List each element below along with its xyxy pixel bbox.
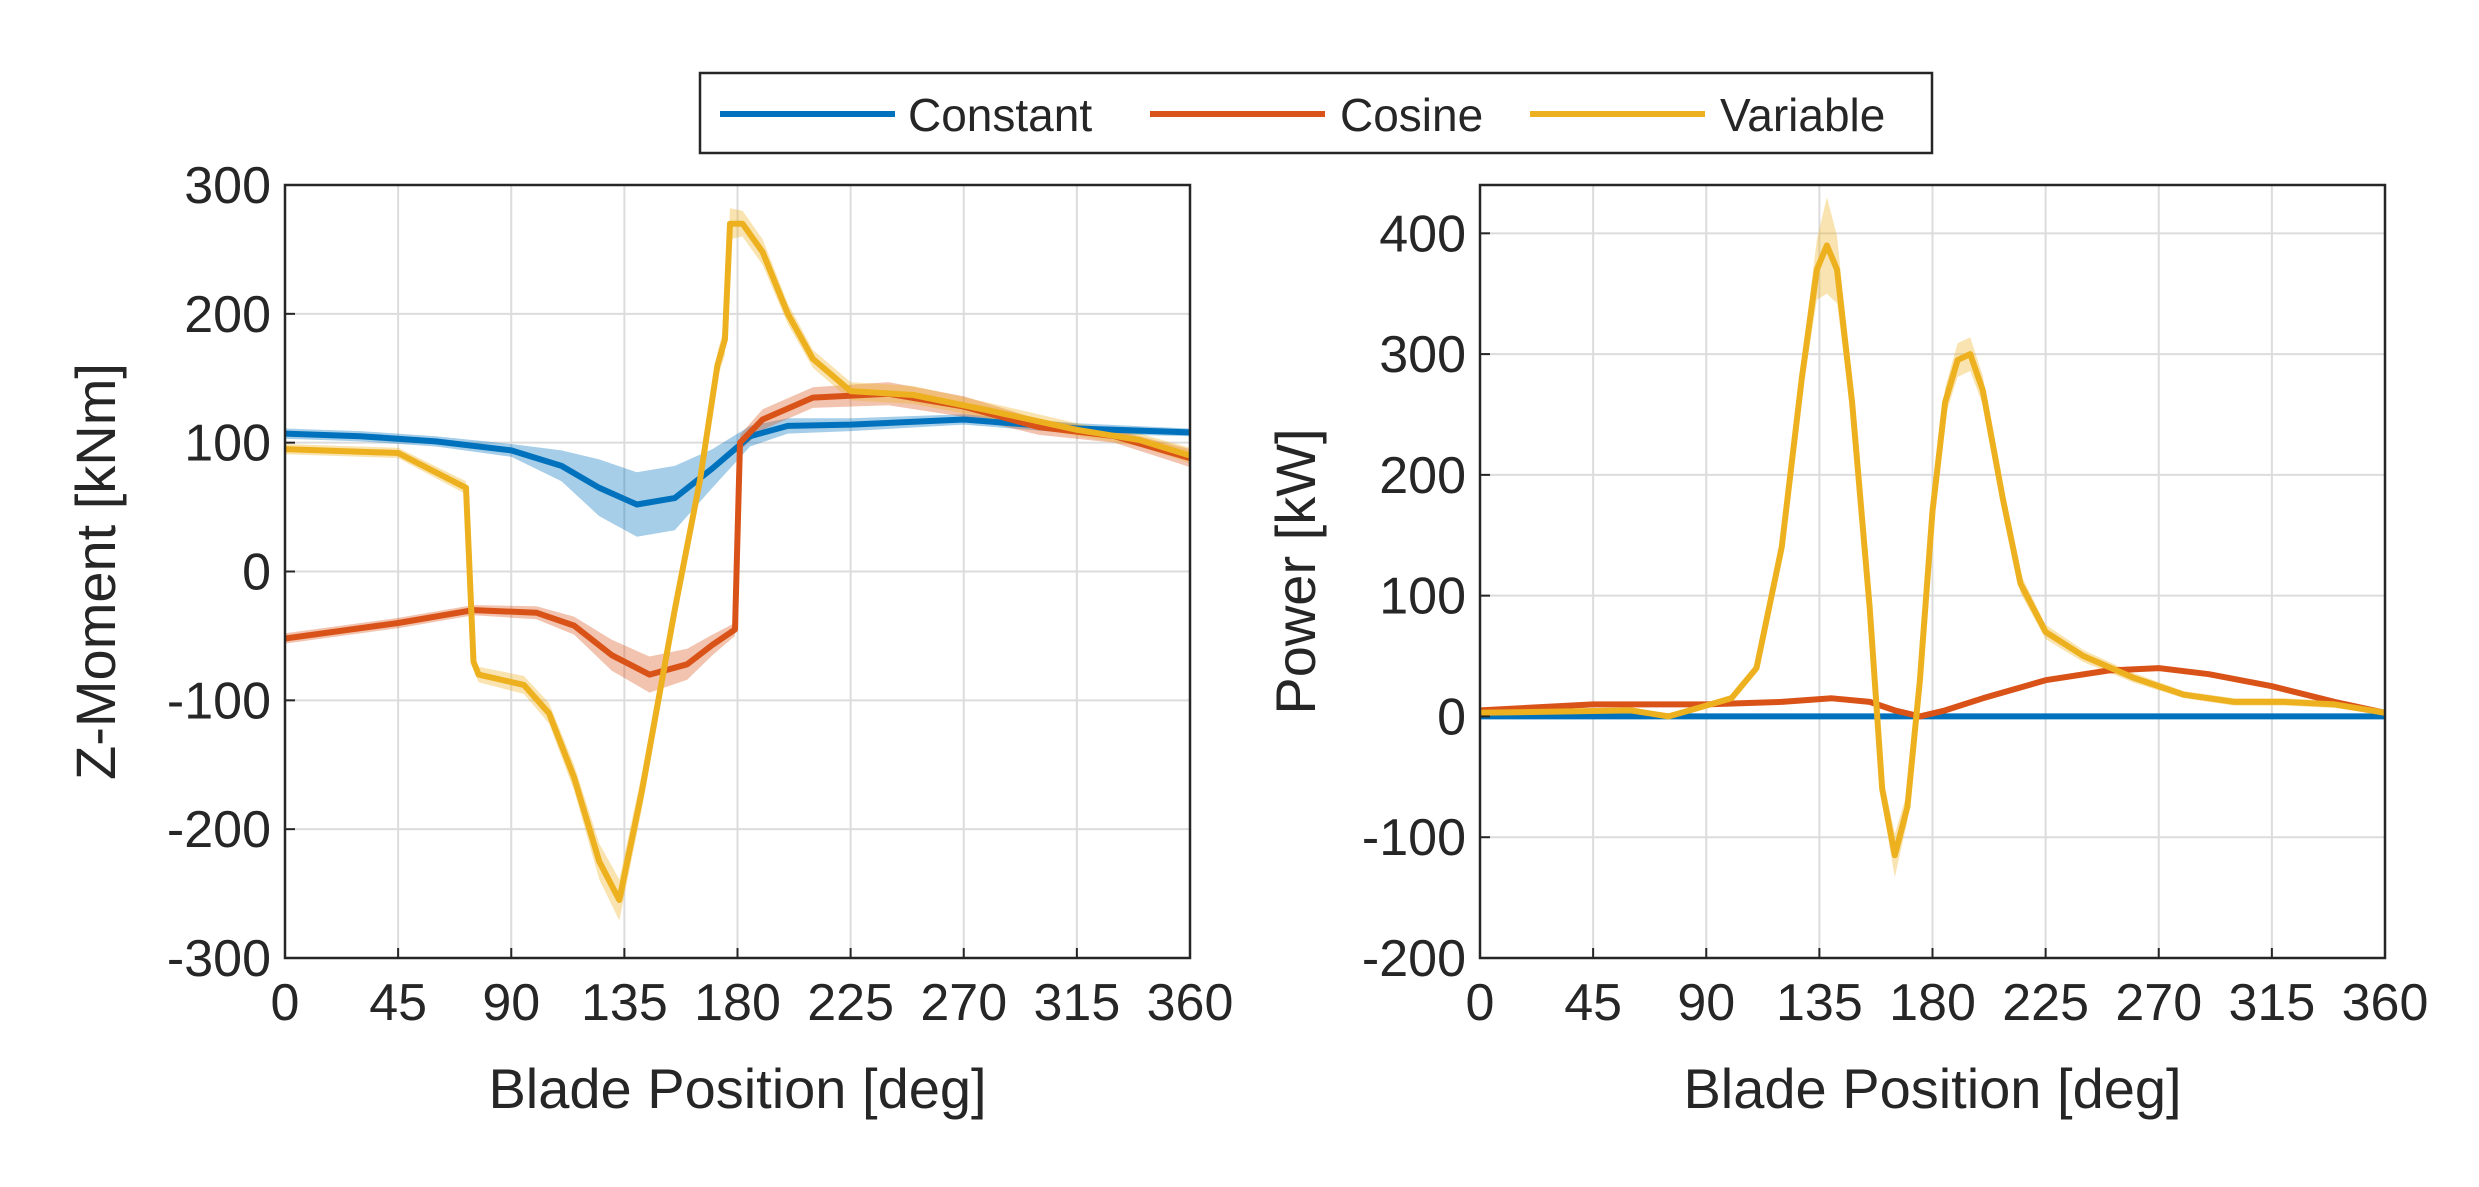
z-moment-x-tick-label: 90 [482, 974, 540, 1032]
z-moment-x-tick-label: 225 [807, 974, 894, 1032]
z-moment-x-tick-label: 180 [694, 974, 781, 1032]
z-moment-x-tick-label: 0 [271, 974, 300, 1032]
power-y-tick-label: 300 [1379, 326, 1466, 384]
power-x-tick-label: 90 [1677, 974, 1735, 1032]
z-moment-x-tick-label: 135 [581, 974, 668, 1032]
z-moment-y-tick-label: 100 [184, 415, 271, 473]
z-moment-y-axis-label: Z-Moment [kNm] [64, 363, 127, 780]
legend: Constant Cosine Variable [698, 71, 1934, 155]
power-x-axis-label: Blade Position [deg] [1683, 1057, 2181, 1120]
power-chart: 0 45 90 135 180 225 270 315 360 -200 -100 0 100 200 3… [1264, 183, 2429, 1120]
power-x-tick-label: 0 [1466, 974, 1495, 1032]
power-y-tick-label: 100 [1379, 568, 1466, 626]
z-moment-lines [285, 220, 1190, 903]
legend-label-cosine: Cosine [1340, 89, 1483, 141]
z-moment-y-ticks: -300 -200 -100 0 100 200 300 [167, 157, 295, 988]
power-y-tick-label: 200 [1379, 447, 1466, 505]
power-y-tick-label: 400 [1379, 205, 1466, 263]
power-x-tick-label: 270 [2115, 974, 2202, 1032]
power-x-ticks: 0 45 90 135 180 225 270 315 360 [1466, 948, 2429, 1032]
power-x-tick-label: 180 [1889, 974, 1976, 1032]
power-y-tick-label: -100 [1362, 809, 1466, 867]
z-moment-y-tick-label: -100 [167, 672, 271, 730]
power-x-tick-label: 135 [1776, 974, 1863, 1032]
z-moment-x-tick-label: 360 [1147, 974, 1234, 1032]
power-x-tick-label: 315 [2228, 974, 2315, 1032]
legend-label-variable: Variable [1720, 89, 1885, 141]
z-moment-line-constant [285, 416, 1190, 508]
power-x-tick-label: 45 [1564, 974, 1622, 1032]
power-y-ticks: -200 -100 0 100 200 300 400 [1362, 205, 1490, 988]
z-moment-x-ticks: 0 45 90 135 180 225 270 315 360 [271, 948, 1234, 1032]
z-moment-band-constant [285, 414, 1190, 537]
power-line-cosine [1480, 665, 2385, 720]
power-y-tick-label: 0 [1437, 688, 1466, 746]
z-moment-x-axis-label: Blade Position [deg] [488, 1057, 986, 1120]
z-moment-chart: 0 45 90 135 180 225 270 315 360 -300 -200 -100 0 100… [64, 157, 1233, 1120]
z-moment-y-tick-label: 300 [184, 157, 271, 215]
z-moment-x-tick-label: 270 [920, 974, 1007, 1032]
z-moment-y-tick-label: 0 [242, 544, 271, 602]
power-y-axis-label: Power [kW] [1264, 428, 1327, 714]
power-lines [1480, 242, 2385, 859]
z-moment-x-tick-label: 315 [1033, 974, 1120, 1032]
power-x-tick-label: 225 [2002, 974, 2089, 1032]
power-x-tick-label: 360 [2342, 974, 2429, 1032]
z-moment-x-tick-label: 45 [369, 974, 427, 1032]
power-line-variable [1480, 242, 2385, 859]
z-moment-y-tick-label: -200 [167, 801, 271, 859]
z-moment-line-variable [285, 220, 1190, 903]
z-moment-y-tick-label: -300 [167, 930, 271, 988]
legend-label-constant: Constant [908, 89, 1092, 141]
z-moment-y-tick-label: 200 [184, 286, 271, 344]
power-y-tick-label: -200 [1362, 930, 1466, 988]
